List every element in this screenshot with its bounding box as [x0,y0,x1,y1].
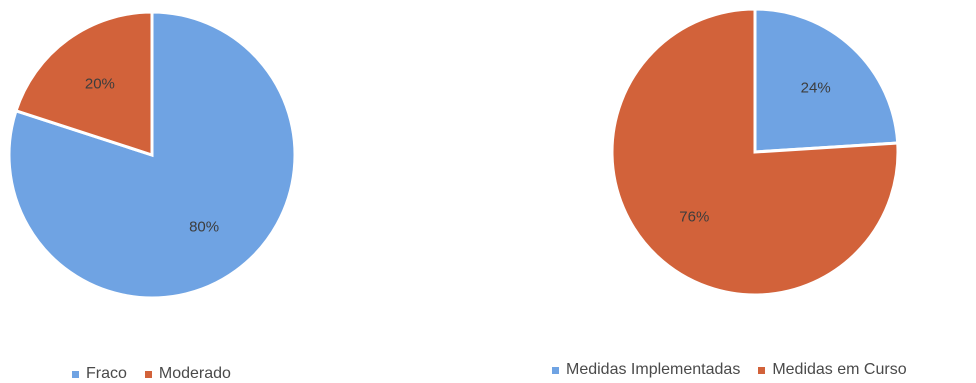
legend-pie-2: Medidas Implementadas Medidas em Curso [552,361,907,379]
legend-item-medidas-em-curso: Medidas em Curso [758,361,907,379]
data-label-fraco: 80% [189,219,219,236]
pie-chart-grau: 80% 20% [7,10,297,300]
legend-swatch-fraco [72,370,79,378]
legend-swatch-medidas-implementadas [552,366,559,374]
legend-item-fraco: Fraco [72,365,127,383]
pie-slice-moderado [14,10,154,158]
legend-pie-1: Fraco Moderado [72,365,231,383]
pie-chart-medidas: 24% 76% [610,7,900,297]
legend-item-medidas-implementadas: Medidas Implementadas [552,361,740,379]
legend-label-medidas-em-curso: Medidas em Curso [772,361,907,378]
pie-slice-medidas-em-curso [610,7,900,297]
legend-label-medidas-implementadas: Medidas Implementadas [566,361,741,378]
legend-swatch-moderado [144,370,152,378]
legend-item-moderado: Moderado [144,365,231,383]
data-label-medidas-em-curso: 76% [679,209,709,226]
legend-label-fraco: Fraco [86,365,127,382]
data-label-moderado: 20% [85,75,115,92]
pie-slice-medidas-implementadas [753,7,900,154]
data-label-medidas-implementadas: 24% [801,79,831,96]
legend-label-moderado: Moderado [158,365,231,382]
legend-swatch-medidas-em-curso [758,366,766,374]
